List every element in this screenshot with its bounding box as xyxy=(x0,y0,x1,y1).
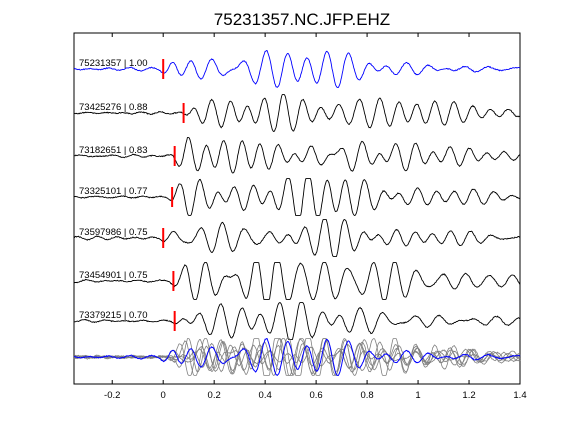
trace-3 xyxy=(73,178,521,216)
chart-title: 75231357.NC.JFP.EHZ xyxy=(214,10,390,29)
trace-label-1: 73425276 | 0.88 xyxy=(79,102,148,113)
x-tick-label-6: 1 xyxy=(415,390,420,401)
x-tick-label-7: 1.2 xyxy=(462,390,475,401)
trace-labels: 75231357 | 1.00 73425276 | 0.88 73182651 |… xyxy=(79,58,148,321)
trace-label-0: 75231357 | 1.00 xyxy=(79,58,148,69)
trace-group xyxy=(73,50,521,340)
trace-label-5: 73454901 | 0.75 xyxy=(79,270,148,281)
overlay-trace-6 xyxy=(73,338,521,376)
trace-2 xyxy=(74,137,521,174)
trace-label-4: 73597986 | 0.75 xyxy=(79,227,148,238)
x-tick-label-2: 0.2 xyxy=(208,390,221,401)
x-tick-label-8: 1.4 xyxy=(513,390,526,401)
trace-5 xyxy=(73,262,521,300)
stacked-overlay xyxy=(73,338,521,377)
x-tick-label-0: -0.2 xyxy=(104,390,120,401)
trace-label-2: 73182651 | 0.83 xyxy=(79,145,148,156)
axes-box xyxy=(73,32,521,385)
trace-4 xyxy=(73,219,521,257)
x-tick-label-5: 0.8 xyxy=(360,390,373,401)
trace-1 xyxy=(73,94,521,132)
trace-6 xyxy=(73,302,521,340)
plot-area: 75231357 | 1.00 73425276 | 0.88 73182651 |… xyxy=(73,32,527,401)
overlay-reference-trace xyxy=(73,338,521,377)
overlay-trace-5 xyxy=(73,338,521,376)
x-tick-label-1: 0 xyxy=(161,390,166,401)
trace-label-3: 73325101 | 0.77 xyxy=(79,186,148,197)
pick-markers xyxy=(162,59,185,331)
x-tick-label-4: 0.6 xyxy=(310,390,323,401)
trace-label-6: 73379215 | 0.70 xyxy=(79,310,148,321)
trace-0 xyxy=(73,50,521,89)
x-tick-label-3: 0.4 xyxy=(259,390,272,401)
x-axis: -0.2 0 0.2 0.4 0.6 0.8 1 1.2 1.4 xyxy=(104,33,527,401)
